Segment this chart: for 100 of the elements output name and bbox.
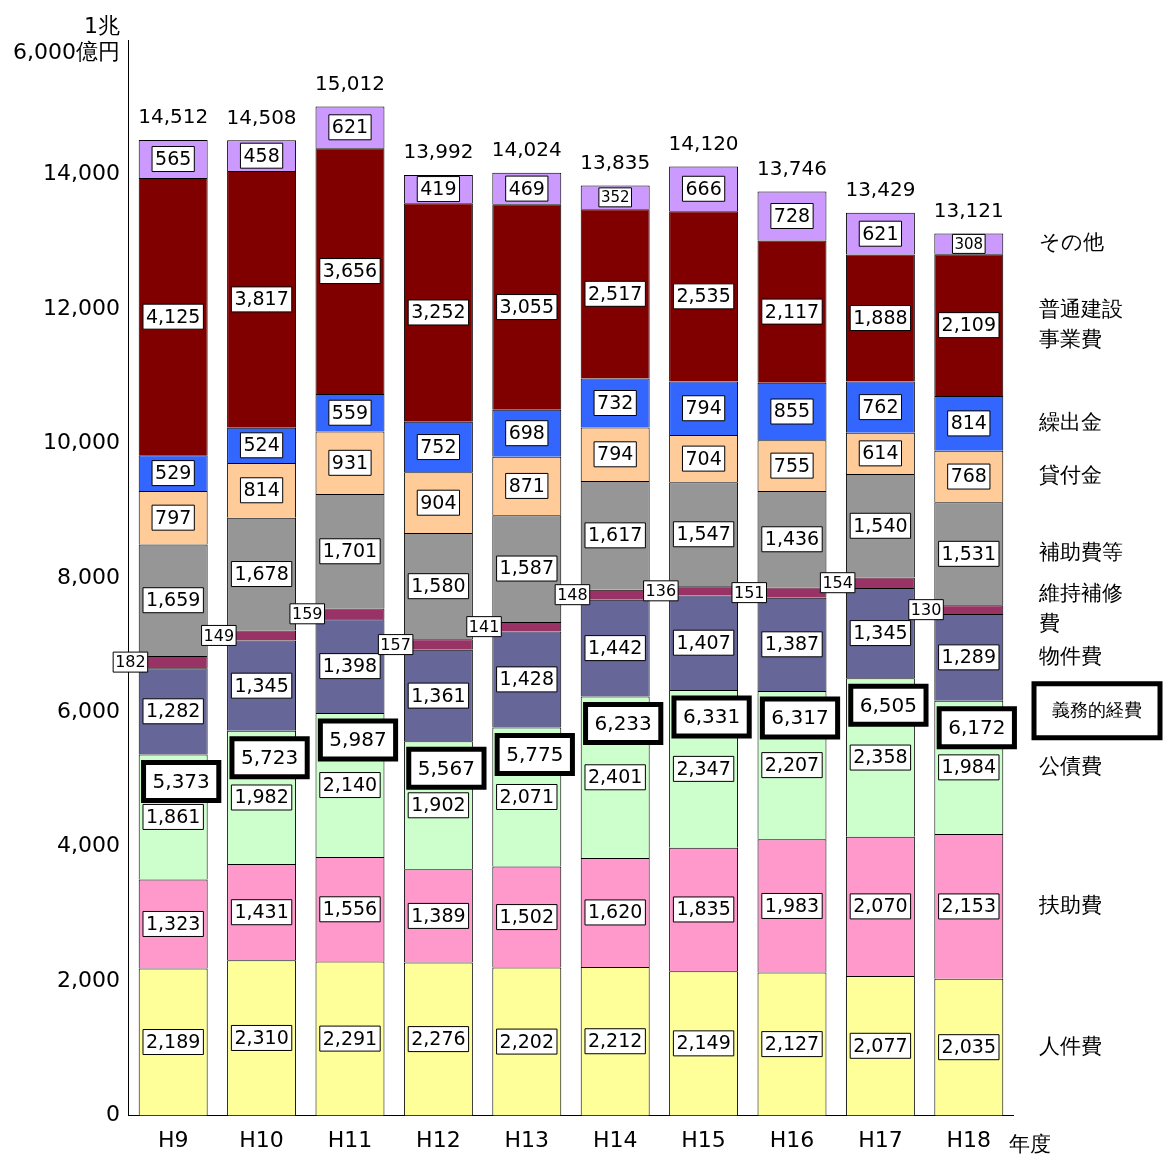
data-label: 1,345 [234, 673, 289, 696]
annotation: 6,331 [682, 704, 741, 729]
data-label: 1,442 [587, 636, 643, 659]
data-label: 3,055 [499, 294, 554, 317]
data-label: 2,291 [322, 1026, 378, 1049]
data-label: 2,149 [676, 1031, 731, 1054]
y-tick-label: 8,000 [57, 563, 120, 589]
series-label: 物件費 [1039, 643, 1102, 668]
data-label: 1,580 [411, 574, 466, 597]
y-tick-label: 0 [105, 1101, 120, 1127]
x-tick-label: H17 [858, 1126, 903, 1152]
data-label: 1,389 [411, 903, 466, 926]
data-label: 1,982 [234, 785, 289, 808]
data-label: 2,207 [764, 753, 820, 776]
data-label: 154 [822, 572, 853, 592]
annotation: 5,567 [417, 755, 476, 780]
data-label: 797 [155, 505, 192, 528]
data-label: 4,125 [145, 304, 201, 327]
annotation: 6,317 [771, 705, 829, 730]
data-label: 3,656 [322, 258, 378, 281]
x-tick-label: H9 [157, 1126, 189, 1152]
x-tick-label: H15 [681, 1126, 726, 1152]
data-label: 1,436 [764, 527, 820, 550]
data-label: 149 [203, 625, 235, 645]
data-label: 2,276 [411, 1027, 466, 1050]
data-label: 559 [331, 400, 369, 423]
series-label: 補助費等 [1039, 540, 1123, 565]
data-label: 621 [862, 221, 899, 244]
data-label: 308 [954, 234, 984, 253]
data-label: 352 [600, 188, 630, 207]
data-label: 621 [331, 115, 369, 138]
y-tick-label: 2,000 [57, 966, 120, 992]
data-label: 1,345 [853, 621, 908, 644]
annotation: 6,172 [948, 714, 1006, 739]
x-tick-label: H16 [769, 1126, 815, 1152]
x-tick-label: H11 [327, 1126, 373, 1152]
total-label: 14,512 [138, 104, 209, 129]
data-label: 1,902 [411, 793, 466, 816]
data-label: 182 [115, 652, 146, 672]
data-label: 794 [597, 442, 634, 465]
total-label: 13,121 [933, 197, 1004, 222]
data-label: 159 [291, 603, 323, 623]
data-label: 2,077 [853, 1033, 908, 1056]
data-label: 2,212 [587, 1029, 643, 1052]
annotation: 5,373 [152, 768, 210, 793]
data-label: 904 [420, 490, 457, 513]
annotation: 6,233 [594, 710, 652, 735]
data-label: 2,358 [853, 745, 908, 768]
annotation: 5,987 [329, 727, 387, 752]
y-tick-label: 14,000 [43, 160, 120, 186]
data-label: 2,347 [676, 756, 731, 779]
data-label: 1,431 [234, 900, 289, 923]
data-label: 2,517 [587, 281, 643, 304]
data-label: 728 [773, 203, 811, 226]
data-label: 2,071 [499, 784, 554, 807]
data-label: 1,323 [145, 911, 201, 934]
data-label: 752 [420, 434, 457, 457]
y-tick-label: 12,000 [43, 294, 120, 320]
series-label: 繰出金 [1038, 409, 1102, 434]
text: 義務的経費 [1052, 699, 1142, 721]
data-label: 2,109 [941, 313, 996, 336]
data-label: 1,556 [322, 897, 378, 920]
series-label: 維持補修費 [1038, 581, 1123, 636]
series-label: その他 [1039, 230, 1104, 255]
y-tick-label: 4,000 [57, 832, 120, 858]
data-label: 157 [380, 634, 411, 654]
total-label: 13,835 [580, 149, 651, 174]
data-label: 141 [468, 616, 500, 636]
annotation: 5,775 [506, 741, 564, 766]
total-label: 14,024 [491, 137, 562, 162]
data-label: 871 [508, 473, 545, 496]
data-label: 3,817 [234, 287, 289, 310]
data-label: 666 [685, 176, 722, 199]
data-label: 814 [950, 411, 987, 434]
series-label: 貸付金 [1039, 463, 1102, 488]
data-label: 1,983 [764, 893, 820, 916]
total-label: 15,012 [314, 70, 385, 95]
x-tick-label: H13 [504, 1126, 550, 1152]
data-label: 755 [773, 453, 811, 476]
data-label: 855 [773, 399, 811, 422]
data-label: 704 [685, 446, 722, 469]
data-label: 1,701 [322, 539, 378, 562]
data-label: 1,678 [234, 561, 289, 584]
data-label: 794 [685, 396, 722, 419]
total-label: 13,429 [845, 177, 916, 202]
y-tick-label: 6,000 [57, 697, 120, 723]
data-label: 2,070 [853, 894, 908, 917]
annotation: 5,723 [240, 745, 299, 770]
data-label: 1,428 [499, 667, 554, 690]
data-label: 732 [597, 390, 634, 413]
data-label: 1,984 [941, 755, 996, 778]
data-label: 2,189 [145, 1029, 201, 1052]
total-label: 13,992 [403, 139, 474, 164]
data-label: 1,289 [941, 645, 996, 668]
data-label: 1,540 [853, 513, 908, 536]
data-label: 614 [862, 441, 899, 464]
data-label: 1,502 [499, 905, 554, 928]
data-label: 1,835 [676, 897, 731, 920]
x-tick-label: H10 [239, 1126, 284, 1152]
data-label: 1,361 [411, 683, 466, 706]
